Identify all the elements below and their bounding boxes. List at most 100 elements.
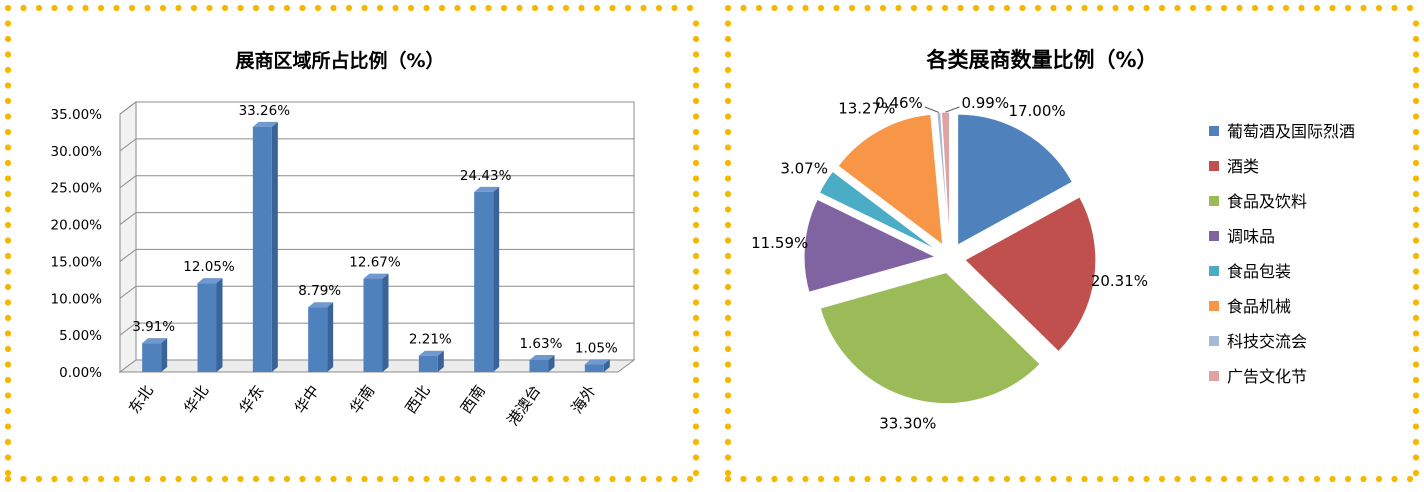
gridline [119,101,137,115]
border-dot [1375,4,1383,12]
gridline [119,212,137,225]
border-dot [1189,4,1197,12]
legend-swatch [1209,231,1219,241]
y-tick-label: 0.00% [59,365,102,381]
border-dot [988,4,995,12]
border-dot [1034,475,1042,483]
border-dot [1375,475,1383,483]
border-dot [51,475,58,483]
border-dot [1174,475,1181,483]
border-dot [1412,407,1420,415]
border-dot [1189,475,1197,483]
border-dot [4,175,12,182]
y-tick-label: 25.00% [51,181,103,197]
border-dot [1412,392,1420,399]
bar-value-labels: 3.91% 12.05% 33.26% 8.79% 12.67% 2.21% 24.43% 1… [132,103,618,356]
border-dot [516,4,523,12]
border-dot [724,190,732,198]
bar-top-face [418,350,444,356]
border-dot [1412,469,1420,477]
bar-side-face [271,121,278,372]
border-dot [1406,475,1414,483]
leader-line [924,106,939,113]
border-dot [1412,82,1420,89]
border-dot [1412,190,1420,198]
border-dot [283,4,291,12]
border-dot [485,4,492,12]
border-dot [1329,4,1336,12]
bar-top-face [363,273,389,279]
border-dot [1313,475,1321,483]
border-dot [469,475,477,483]
border-dot [1344,4,1352,12]
border-dot [724,206,732,213]
border-dot [1412,175,1420,182]
border-dot [692,252,700,260]
border-dot [724,237,732,244]
border-dot [692,345,700,353]
border-dot [802,4,809,12]
border-dot [299,4,306,12]
border-dot [144,4,151,12]
bar-front-face [252,126,272,372]
border-dot [4,392,12,399]
border-dot [438,475,446,483]
border-dot [724,345,732,353]
border-dot [97,4,105,12]
border-dot [128,4,136,12]
bar-华南 [363,273,389,372]
border-dot [20,4,27,12]
border-dot [1412,361,1420,368]
border-dot [562,4,570,12]
border-dot [686,475,694,483]
border-dot [578,475,585,483]
border-dot [376,4,384,12]
border-dot [392,4,399,12]
bar-top-face [142,338,168,344]
border-dot [833,4,840,12]
border-dot [692,113,700,120]
border-dot [692,268,700,275]
pie-slice-label: 11.59% [751,234,808,252]
bar-value-label: 12.67% [349,255,401,271]
bar-top-face [308,302,334,308]
bar-front-face [584,364,604,372]
bar-front-face [308,307,328,372]
bar-top-face [584,359,610,365]
border-dot [1112,4,1119,12]
border-dot [299,475,306,483]
border-dot [926,4,933,12]
border-dot [1236,475,1243,483]
legend-swatch [1209,161,1219,171]
bar-value-label: 1.63% [520,336,563,352]
y-tick-label: 35.00% [51,107,103,123]
border-dot [4,221,12,229]
border-dot [423,4,430,12]
border-dot [407,475,415,483]
border-dot [330,4,337,12]
border-dot [190,4,198,12]
legend-item: 广告文化节 [1209,367,1307,386]
border-dot [724,438,732,446]
border-dot [4,361,12,368]
pie-slice-label: 0.99% [961,94,1009,112]
border-dot [4,159,12,167]
legend-label: 酒类 [1227,157,1259,176]
border-dot [724,175,732,182]
border-dot [547,4,554,12]
border-dot [1019,4,1026,12]
legend-swatch [1209,196,1219,206]
border-dot [268,4,275,12]
x-axis-category-labels: 东北 华北 华东 华中 华南 西北 西南 港澳台 海外 [125,382,600,429]
border-dot [1412,35,1420,43]
bar-value-label: 3.91% [132,319,175,335]
border-dot [833,475,840,483]
border-dot [159,475,167,483]
x-tick-label: 海外 [568,382,600,417]
pie-chart-title: 各类展商数量比例（%） [925,48,1157,72]
border-dot [692,144,700,151]
border-dot [972,4,980,12]
border-dot [1112,475,1119,483]
legend-swatch [1209,266,1219,276]
legend-label: 调味品 [1227,227,1275,246]
